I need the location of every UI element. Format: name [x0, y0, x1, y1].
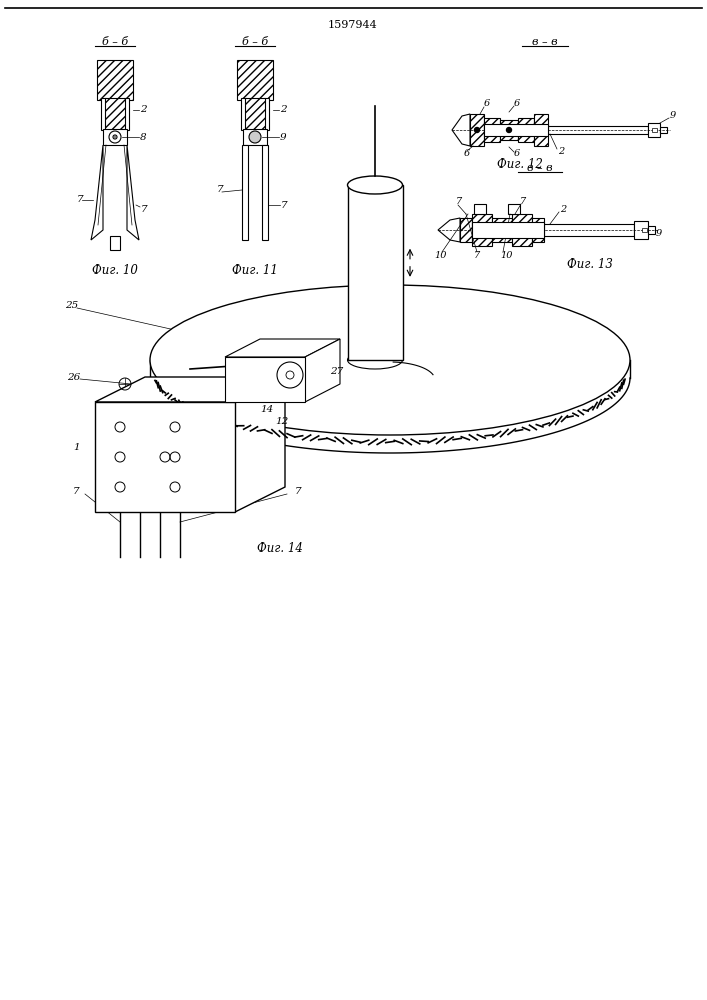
Text: 7: 7	[217, 186, 223, 194]
Bar	[474, 204, 486, 214]
Text: 14: 14	[260, 406, 273, 414]
Text: Фиг. 12: Фиг. 12	[497, 158, 543, 172]
Bar	[242, 145, 248, 240]
Bar	[648, 226, 655, 234]
Polygon shape	[452, 114, 470, 146]
Text: 7: 7	[520, 198, 526, 207]
Bar	[492, 218, 512, 242]
Bar	[642, 228, 647, 232]
Bar	[652, 128, 657, 132]
Bar	[648, 123, 660, 137]
Text: 1597944: 1597944	[328, 20, 378, 30]
Text: 6: 6	[514, 149, 520, 158]
Circle shape	[474, 127, 479, 132]
Circle shape	[113, 135, 117, 139]
Text: 7: 7	[474, 251, 480, 260]
Text: 10: 10	[434, 251, 447, 260]
Bar	[264, 98, 269, 130]
Bar	[237, 60, 273, 100]
Text: 7: 7	[77, 196, 83, 205]
Text: 9: 9	[670, 111, 677, 120]
Bar	[518, 118, 534, 142]
Polygon shape	[305, 339, 340, 402]
Circle shape	[249, 131, 261, 143]
Polygon shape	[225, 339, 340, 357]
Bar	[262, 145, 268, 240]
Bar	[245, 98, 265, 130]
Polygon shape	[127, 145, 139, 240]
Text: б – б: б – б	[102, 37, 128, 47]
Circle shape	[506, 127, 511, 132]
Bar	[534, 114, 548, 146]
Polygon shape	[235, 377, 285, 512]
Bar	[472, 214, 492, 246]
Text: в – в: в – в	[527, 163, 553, 173]
Bar	[110, 236, 120, 250]
Polygon shape	[95, 377, 285, 402]
Bar	[634, 221, 648, 239]
Text: 7: 7	[73, 488, 80, 496]
Text: Фиг. 13: Фиг. 13	[567, 258, 613, 271]
Ellipse shape	[348, 176, 402, 194]
Bar	[548, 126, 648, 134]
Bar	[103, 129, 127, 145]
Text: 2: 2	[558, 147, 564, 156]
Text: в – в: в – в	[532, 37, 558, 47]
Bar	[484, 124, 548, 136]
Ellipse shape	[348, 351, 402, 369]
Bar	[472, 222, 544, 238]
Bar	[97, 60, 133, 100]
Circle shape	[115, 136, 116, 138]
Polygon shape	[91, 145, 103, 240]
Text: 2: 2	[280, 105, 286, 114]
Text: Фиг. 14: Фиг. 14	[257, 542, 303, 554]
Bar	[532, 218, 544, 242]
Text: 7: 7	[281, 200, 288, 210]
Bar	[124, 98, 129, 130]
Text: 1: 1	[73, 442, 80, 452]
Bar	[512, 214, 532, 246]
Bar	[460, 218, 472, 242]
Bar	[470, 114, 484, 146]
Text: Фиг. 10: Фиг. 10	[92, 263, 138, 276]
Bar	[243, 129, 267, 145]
Text: б – б: б – б	[242, 37, 268, 47]
Text: 6: 6	[514, 100, 520, 108]
Text: 2: 2	[560, 206, 566, 215]
Text: Фиг. 11: Фиг. 11	[232, 263, 278, 276]
Text: 25: 25	[65, 300, 78, 310]
Text: 6: 6	[464, 149, 470, 158]
Bar	[544, 224, 634, 236]
Text: 9: 9	[280, 132, 286, 141]
Text: 7: 7	[295, 488, 302, 496]
Bar	[225, 357, 305, 402]
Text: 8: 8	[140, 132, 146, 141]
Bar	[241, 98, 246, 130]
Text: 2: 2	[140, 105, 146, 114]
Bar	[500, 120, 518, 140]
Text: 27: 27	[330, 367, 344, 376]
Bar	[508, 204, 520, 214]
Polygon shape	[438, 218, 460, 242]
Bar	[348, 185, 403, 360]
Bar	[484, 118, 500, 142]
Text: 26: 26	[67, 372, 81, 381]
Bar	[95, 402, 235, 512]
Ellipse shape	[150, 285, 630, 435]
Bar	[101, 98, 106, 130]
Text: 7: 7	[141, 206, 148, 215]
Text: 10: 10	[500, 251, 513, 260]
Text: 7: 7	[456, 198, 462, 207]
Bar	[660, 127, 667, 133]
Text: 6: 6	[484, 100, 490, 108]
Bar	[105, 98, 125, 130]
Text: 12: 12	[275, 418, 288, 426]
Text: 9: 9	[656, 230, 662, 238]
